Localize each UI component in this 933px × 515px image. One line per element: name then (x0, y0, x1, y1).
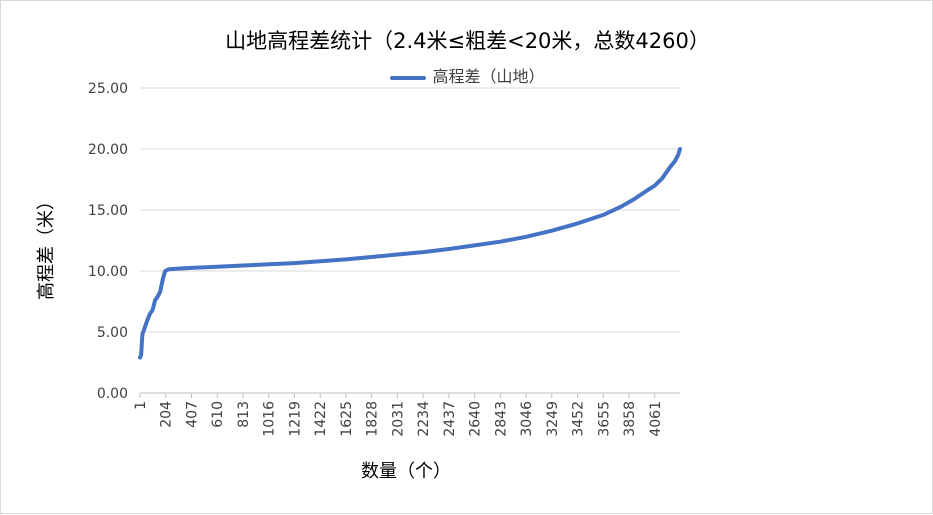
x-tick-label: 2843 (493, 401, 509, 437)
y-tick-label: 15.00 (88, 203, 128, 219)
x-tick-label: 3046 (519, 401, 535, 437)
x-tick-label: 1625 (339, 401, 355, 437)
y-axis-ticks: 0.00 5.00 10.00 15.00 20.00 25.00 (88, 81, 128, 402)
legend: 高程差（山地） (1, 63, 933, 87)
series-line (138, 147, 682, 360)
x-tick-label: 813 (236, 401, 252, 428)
legend-series-swatch (390, 75, 427, 80)
x-tick-label: 407 (184, 401, 200, 428)
x-tick-label: 610 (210, 401, 226, 428)
x-tick-label: 3858 (622, 401, 638, 437)
x-tick-label: 1828 (365, 401, 381, 437)
x-axis-ticks: 1 204 407 610 813 1016 1219 1422 1625 1828 2031 223… (133, 393, 664, 437)
y-tick-label: 20.00 (88, 142, 128, 158)
x-tick-label: 2640 (468, 401, 484, 437)
x-axis-title: 数量（个） (361, 461, 451, 482)
legend-series-label: 高程差（山地） (432, 67, 545, 86)
x-tick-label: 3655 (596, 401, 612, 437)
x-tick-label: 1219 (287, 401, 303, 437)
x-tick-label: 3452 (571, 401, 587, 437)
y-tick-label: 5.00 (97, 325, 128, 341)
x-tick-label: 204 (159, 401, 175, 428)
x-tick-label: 4061 (648, 401, 664, 437)
y-tick-label: 25.00 (88, 81, 128, 97)
y-axis-title: 高程差（米） (36, 192, 57, 300)
x-tick-label: 2031 (390, 401, 406, 437)
x-tick-label: 3249 (545, 401, 561, 437)
x-tick-label: 1016 (262, 401, 278, 437)
chart-title: 山地高程差统计（2.4米≤粗差<20米，总数4260） (225, 29, 710, 53)
y-tick-label: 0.00 (97, 386, 128, 402)
gridlines (140, 87, 680, 394)
x-tick-label: 2437 (442, 401, 458, 437)
x-tick-label: 1 (133, 401, 149, 410)
y-tick-label: 10.00 (88, 264, 128, 280)
x-tick-label: 2234 (416, 401, 432, 437)
x-tick-label: 1422 (313, 401, 329, 437)
